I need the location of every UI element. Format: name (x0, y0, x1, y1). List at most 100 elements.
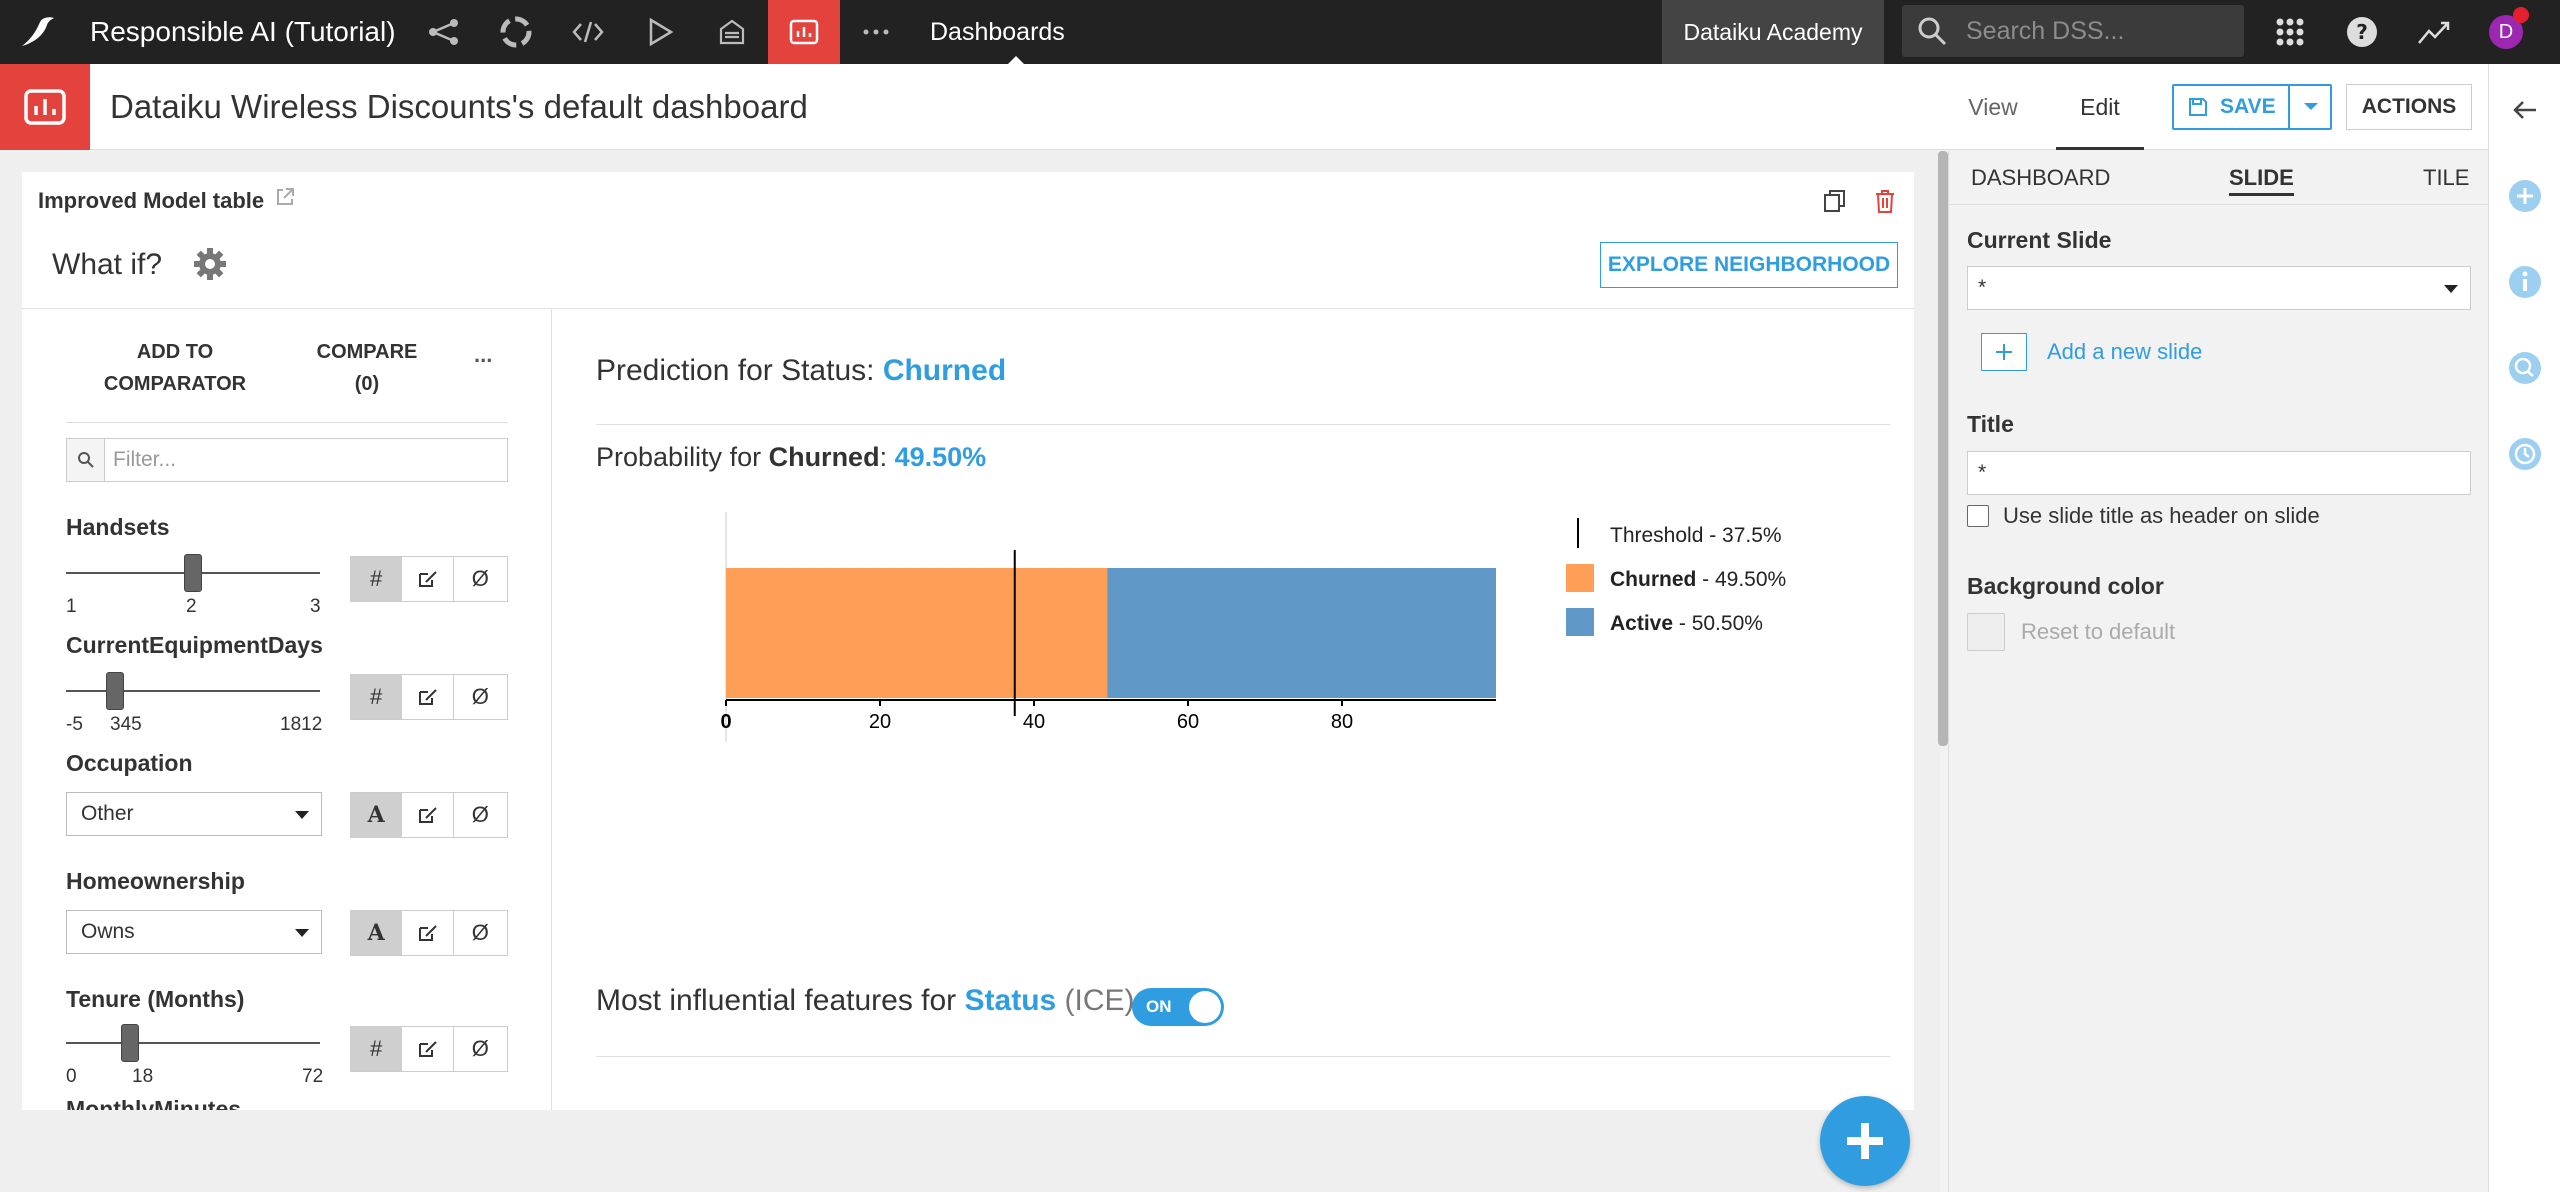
project-name[interactable]: Responsible AI (Tutorial) (90, 16, 396, 47)
numeric-mode-button[interactable]: # (351, 675, 403, 719)
ice-target: Status (964, 984, 1057, 1017)
slider-thumb-equipment-days[interactable] (105, 672, 124, 710)
add-to-comparator-button[interactable]: ADD TO COMPARATOR (103, 341, 247, 395)
dataiku-bird-logo-icon[interactable] (14, 8, 62, 56)
ice-title: Most influential features for Status (IC… (596, 984, 1135, 1018)
slider-value: 2 (186, 596, 197, 617)
feature-label-current-equipment-days: CurrentEquipmentDays (66, 632, 323, 658)
dashboard-title[interactable]: Dataiku Wireless Discounts's default das… (110, 88, 808, 125)
ice-toggle[interactable]: ON (1132, 988, 1224, 1026)
tab-tile[interactable]: TILE (2423, 165, 2470, 190)
plus-icon (1847, 1123, 1883, 1159)
settings-panel: DASHBOARD SLIDE TILE Current Slide * Add… (1948, 151, 2489, 1192)
slider-thumb-handsets[interactable] (184, 554, 202, 592)
current-slide-label: Current Slide (1967, 227, 2112, 253)
code-icon[interactable] (552, 0, 624, 64)
apps-grid-icon[interactable] (2260, 0, 2320, 64)
flow-icon[interactable] (408, 0, 480, 64)
slider-max: 1812 (280, 714, 323, 735)
external-link-icon[interactable] (274, 186, 296, 213)
slider-track-equipment-days[interactable] (66, 690, 320, 692)
history-clock-icon[interactable] (2507, 436, 2543, 472)
slide-title-input[interactable] (1967, 451, 2471, 495)
legend-swatch-churned (1566, 564, 1594, 592)
divider (596, 424, 1890, 425)
slider-thumb-tenure[interactable] (120, 1024, 139, 1062)
filter-input[interactable] (113, 439, 503, 481)
dashboard-icon[interactable] (768, 0, 840, 64)
numeric-mode-button[interactable]: # (351, 1027, 403, 1071)
delete-tile-icon[interactable] (1874, 188, 1896, 219)
user-avatar-button[interactable]: D (2476, 0, 2536, 64)
slider-max: 72 (302, 1066, 324, 1087)
use-title-header-checkbox[interactable]: Use slide title as header on slide (1967, 503, 2320, 529)
edit-icon[interactable] (402, 911, 454, 955)
filter-box[interactable] (66, 438, 508, 482)
null-mode-button[interactable]: Ø (453, 557, 507, 601)
academy-button[interactable]: Dataiku Academy (1662, 0, 1884, 64)
numeric-mode-button[interactable]: # (351, 557, 403, 601)
slider-min: -5 (66, 714, 83, 735)
search-input[interactable] (1966, 5, 2236, 57)
edit-icon[interactable] (402, 793, 454, 837)
current-slide-select[interactable]: * (1967, 266, 2471, 310)
lab-icon[interactable] (480, 0, 552, 64)
x-tick-label: 80 (1331, 711, 1353, 733)
occupation-value: Other (81, 802, 134, 825)
help-icon[interactable]: ? (2332, 0, 2392, 64)
chevron-down-icon (295, 929, 309, 937)
homeownership-select[interactable]: Owns (66, 910, 322, 954)
tile-title: Improved Model table (38, 188, 265, 213)
mode-toggle-occupation: A Ø (350, 792, 508, 838)
probability-line: Probability for Churned: 49.50% (596, 442, 986, 473)
current-section[interactable]: Dashboards (930, 18, 1065, 46)
text-mode-button[interactable]: A (351, 793, 403, 837)
canvas-scrollbar[interactable] (1938, 151, 1948, 746)
slider-track-tenure[interactable] (66, 1042, 320, 1044)
null-mode-button[interactable]: Ø (453, 911, 507, 955)
legend-entry: Active - 50.50% (1610, 612, 1763, 635)
mode-toggle-handsets: # Ø (350, 556, 508, 602)
notification-dot (2513, 7, 2529, 23)
more-apps-icon[interactable] (840, 0, 912, 64)
title-label: Title (1967, 411, 2014, 437)
actions-button[interactable]: ACTIONS (2346, 84, 2472, 130)
collapse-arrow-icon[interactable] (2507, 92, 2543, 128)
right-sidebar-rail (2488, 64, 2560, 1192)
null-mode-button[interactable]: Ø (453, 675, 507, 719)
background-color-picker[interactable]: Reset to default (1967, 613, 2175, 651)
save-options-button[interactable] (2288, 84, 2332, 130)
search-box[interactable] (1902, 5, 2244, 57)
tab-slide[interactable]: SLIDE (2229, 165, 2294, 196)
x-tick-label: 20 (869, 711, 891, 733)
add-tile-button[interactable] (1820, 1096, 1910, 1186)
save-button[interactable]: SAVE (2172, 84, 2332, 130)
compare-button[interactable]: COMPARE (0) (316, 341, 418, 395)
wiki-icon[interactable] (696, 0, 768, 64)
discussions-icon[interactable] (2507, 350, 2543, 386)
copy-tile-icon[interactable] (1822, 188, 1848, 219)
tab-dashboard[interactable]: DASHBOARD (1971, 165, 2111, 190)
occupation-select[interactable]: Other (66, 792, 322, 836)
what-if-tile[interactable]: Improved Model table What if? EXPLORE NE… (22, 172, 1914, 1110)
edit-icon[interactable] (402, 1027, 454, 1071)
edit-icon[interactable] (402, 557, 454, 601)
edit-icon[interactable] (402, 675, 454, 719)
tab-view[interactable]: View (1968, 94, 2018, 120)
null-mode-button[interactable]: Ø (453, 1027, 507, 1071)
gear-icon[interactable] (192, 246, 228, 287)
text-mode-button[interactable]: A (351, 911, 403, 955)
color-swatch[interactable] (1967, 613, 2005, 651)
tab-edit[interactable]: Edit (2056, 64, 2144, 150)
more-options-button[interactable]: ... (474, 342, 493, 367)
avatar-letter: D (2498, 21, 2514, 43)
add-slide-button[interactable]: Add a new slide (1981, 333, 2202, 371)
null-mode-button[interactable]: Ø (453, 793, 507, 837)
run-icon[interactable] (624, 0, 696, 64)
activity-trend-icon[interactable] (2404, 0, 2464, 64)
explore-neighborhood-button[interactable]: EXPLORE NEIGHBORHOOD (1600, 242, 1898, 288)
add-circle-icon[interactable] (2507, 178, 2543, 214)
checkbox[interactable] (1967, 505, 1989, 527)
info-icon[interactable] (2507, 264, 2543, 300)
bar-churned (726, 568, 1108, 698)
